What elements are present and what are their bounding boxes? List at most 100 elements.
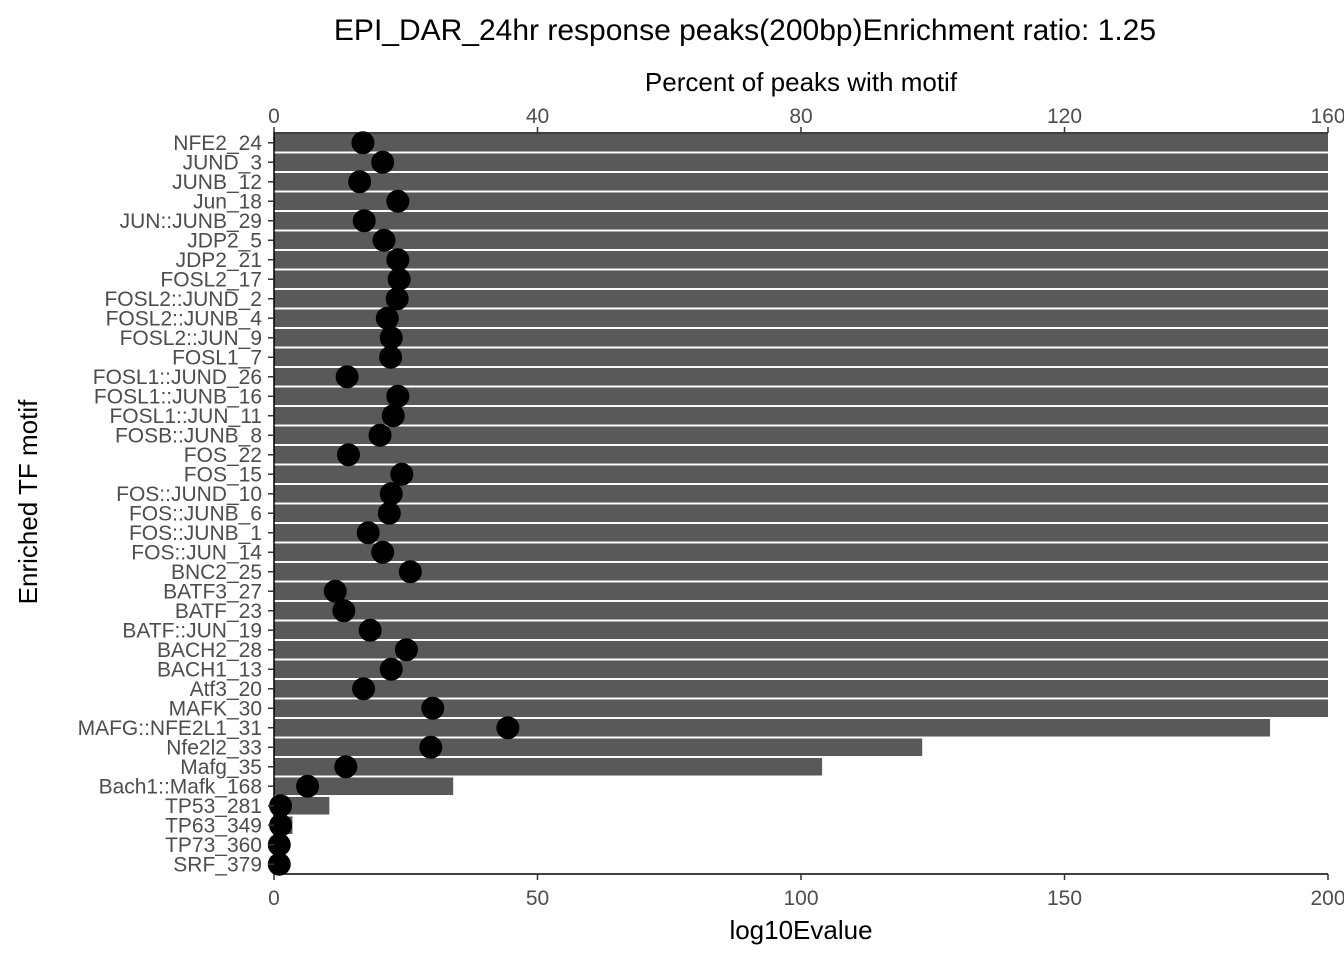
bar: [274, 133, 1328, 152]
category-label: FOS::JUNB_6: [129, 502, 262, 525]
bottom-tick-label: 100: [783, 887, 818, 910]
point: [332, 599, 356, 623]
category-label: FOS::JUND_10: [116, 483, 262, 506]
point: [348, 170, 372, 194]
point: [356, 521, 380, 545]
bar: [274, 562, 1328, 581]
point: [269, 794, 293, 818]
category-label: JUN::JUNB_29: [120, 210, 262, 233]
point: [421, 696, 445, 720]
category-label: JDP2_5: [187, 229, 262, 252]
category-label: FOSL1::JUNB_16: [94, 385, 262, 408]
category-label: TP63_349: [165, 814, 262, 837]
point: [371, 540, 395, 564]
point: [335, 365, 359, 389]
point: [323, 579, 347, 603]
category-label: FOS::JUN_14: [131, 541, 262, 564]
bar: [274, 192, 1328, 211]
point: [386, 384, 410, 408]
category-label: TP53_281: [165, 795, 262, 818]
category-label: SRF_379: [173, 853, 262, 876]
point: [386, 189, 410, 213]
category-label: Nfe2l2_33: [166, 736, 262, 759]
y-axis-title: Enriched TF motif: [13, 399, 43, 604]
point: [394, 638, 418, 662]
bar: [274, 211, 1328, 230]
point: [371, 150, 395, 174]
bar: [274, 777, 454, 796]
bar: [274, 504, 1328, 523]
bar: [274, 387, 1328, 406]
category-label: JUNB_12: [172, 171, 262, 194]
category-label: JDP2_21: [176, 249, 262, 272]
bar: [274, 426, 1328, 445]
category-label: FOS::JUNB_1: [129, 522, 262, 545]
bar: [274, 348, 1328, 367]
point: [334, 755, 358, 779]
point: [379, 657, 403, 681]
point: [398, 560, 422, 584]
bottom-axis-title: log10Evalue: [729, 915, 872, 945]
bar: [274, 289, 1328, 308]
point: [386, 248, 410, 272]
top-tick-label: 40: [526, 105, 549, 128]
point: [368, 423, 392, 447]
bar: [274, 699, 1328, 718]
top-tick-label: 80: [789, 105, 812, 128]
chart-title: EPI_DAR_24hr response peaks(200bp)Enrich…: [334, 14, 1156, 47]
bar: [274, 328, 1328, 347]
category-label: FOSL1::JUN_11: [109, 405, 262, 428]
point: [379, 326, 403, 350]
point: [372, 228, 396, 252]
bar: [274, 601, 1328, 620]
category-label: BATF3_27: [163, 580, 262, 603]
category-label: Atf3_20: [190, 678, 262, 701]
point: [352, 677, 376, 701]
point: [336, 443, 360, 467]
bar: [274, 757, 823, 776]
bar: [274, 718, 1271, 737]
point: [352, 209, 376, 233]
bar: [274, 445, 1328, 464]
labels-layer: 0 50 100 150 200 0 40 80 120 160 NFE2_24JUND_3JUNB…: [78, 105, 1344, 910]
bar: [274, 543, 1328, 562]
point: [375, 306, 399, 330]
bar: [274, 309, 1328, 328]
top-tick-label: 0: [268, 105, 280, 128]
category-label: TP73_360: [165, 834, 262, 857]
point: [385, 287, 409, 311]
point: [381, 404, 405, 428]
bar: [274, 484, 1328, 503]
category-label: MAFK_30: [169, 697, 262, 720]
top-tick-label: 120: [1047, 105, 1082, 128]
point: [496, 716, 520, 740]
bar: [274, 172, 1328, 191]
point: [358, 618, 382, 642]
category-label: FOSL1::JUND_26: [93, 366, 262, 389]
category-label: FOSB::JUNB_8: [115, 424, 262, 447]
bar: [274, 367, 1328, 386]
bottom-tick-label: 0: [268, 887, 280, 910]
point: [379, 482, 403, 506]
bottom-tick-label: 200: [1310, 887, 1344, 910]
category-label: Mafg_35: [180, 756, 262, 779]
category-label: FOS_22: [184, 444, 262, 467]
bar: [274, 640, 1328, 659]
category-label: FOSL2_17: [160, 268, 262, 291]
points-layer: [267, 131, 520, 876]
point: [387, 267, 411, 291]
axes-layer: [268, 127, 1329, 880]
bar: [274, 406, 1328, 425]
point: [379, 345, 403, 369]
top-axis-title: Percent of peaks with motif: [645, 67, 958, 97]
category-label: BACH1_13: [157, 658, 262, 681]
bar: [274, 250, 1328, 269]
category-label: Jun_18: [193, 190, 262, 213]
bar: [274, 153, 1328, 172]
bar: [274, 582, 1328, 601]
category-label: BATF_23: [175, 600, 262, 623]
point: [296, 774, 320, 798]
category-label: FOSL1_7: [172, 346, 262, 369]
top-tick-label: 160: [1310, 105, 1344, 128]
